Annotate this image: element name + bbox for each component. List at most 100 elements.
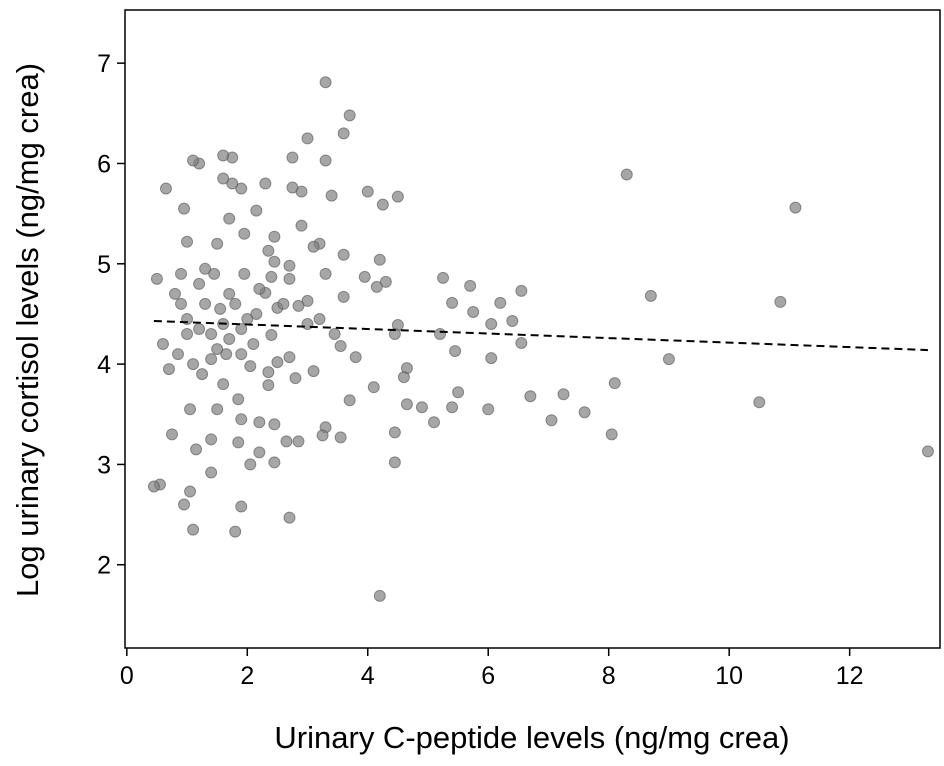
point <box>388 456 401 469</box>
point <box>370 280 383 293</box>
point <box>283 351 296 364</box>
point <box>268 230 281 243</box>
point <box>337 127 350 140</box>
point <box>316 429 329 442</box>
y-tick-label: 3 <box>97 451 111 479</box>
point <box>175 297 188 310</box>
point <box>235 182 248 195</box>
plot-frame <box>124 9 941 649</box>
point <box>190 443 203 456</box>
point <box>515 284 528 297</box>
point <box>205 433 218 446</box>
point <box>235 323 248 335</box>
point <box>388 426 401 439</box>
point <box>162 363 175 376</box>
point <box>349 351 362 364</box>
point <box>446 401 459 414</box>
point <box>175 267 188 280</box>
point <box>250 307 263 320</box>
point <box>449 345 462 358</box>
point <box>193 277 206 290</box>
point <box>150 272 163 285</box>
point <box>494 296 507 309</box>
x-tick-label: 0 <box>120 662 134 690</box>
point <box>388 328 401 341</box>
point <box>262 244 275 257</box>
point <box>437 271 450 284</box>
point <box>217 378 230 391</box>
point <box>223 333 236 346</box>
point <box>358 270 371 283</box>
point <box>301 294 314 307</box>
point <box>265 270 278 283</box>
point <box>286 181 299 194</box>
point <box>232 393 245 406</box>
point <box>253 282 266 295</box>
point <box>292 435 305 448</box>
point <box>379 275 392 288</box>
point <box>334 340 347 353</box>
x-tick-label: 2 <box>240 662 254 690</box>
point <box>211 343 224 356</box>
point <box>226 177 239 190</box>
y-tick-label: 6 <box>97 150 111 178</box>
x-tick-label: 6 <box>481 662 495 690</box>
point <box>184 403 197 416</box>
point <box>217 149 230 162</box>
point <box>187 154 200 167</box>
point <box>283 259 296 272</box>
point <box>328 328 341 341</box>
point <box>265 329 278 342</box>
point <box>774 295 787 308</box>
point <box>464 279 477 292</box>
point <box>235 413 248 426</box>
point <box>280 435 293 448</box>
point <box>283 272 296 285</box>
point <box>283 511 296 524</box>
point <box>229 297 242 310</box>
point <box>313 312 326 325</box>
point <box>301 132 314 145</box>
point <box>485 317 498 330</box>
point <box>223 287 236 300</box>
point <box>205 353 218 366</box>
point <box>232 436 245 449</box>
point <box>147 480 160 493</box>
point <box>506 314 519 327</box>
point <box>319 267 332 280</box>
point <box>253 416 266 429</box>
point <box>325 189 338 202</box>
point <box>289 372 302 385</box>
point <box>482 403 495 416</box>
point <box>229 525 242 538</box>
point <box>187 523 200 536</box>
point <box>578 406 591 419</box>
point <box>295 219 308 232</box>
point <box>307 365 320 378</box>
point <box>165 428 178 441</box>
point <box>268 418 281 431</box>
point <box>557 388 570 401</box>
point <box>452 386 465 399</box>
point <box>620 168 633 181</box>
point <box>434 328 447 341</box>
point <box>400 398 413 411</box>
point <box>181 328 194 341</box>
x-tick-label: 4 <box>361 662 375 690</box>
point <box>178 498 191 511</box>
point <box>193 323 206 335</box>
point <box>545 414 558 427</box>
point <box>753 396 766 409</box>
point <box>343 109 356 122</box>
point <box>172 348 185 361</box>
point <box>524 390 537 403</box>
point <box>214 302 227 315</box>
point <box>235 500 248 513</box>
point <box>307 240 320 253</box>
point <box>223 212 236 225</box>
point <box>373 253 386 266</box>
point <box>373 589 386 602</box>
x-tick-label: 12 <box>836 662 864 690</box>
point <box>187 358 200 371</box>
